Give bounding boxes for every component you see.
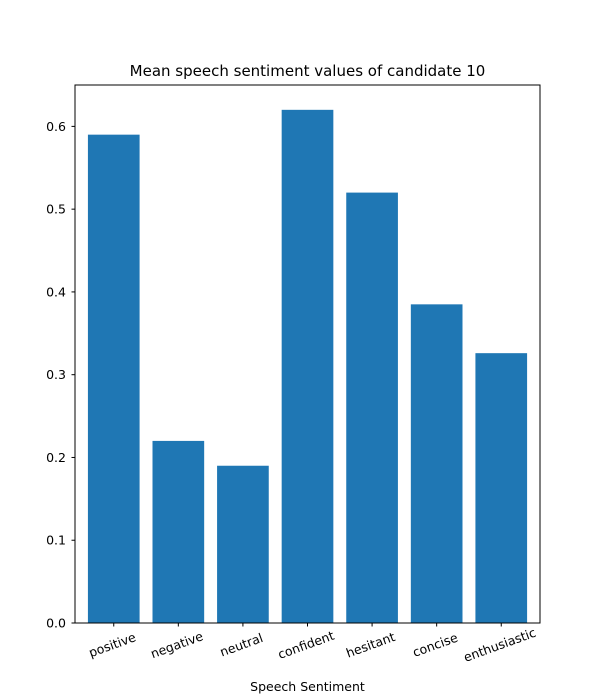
x-axis: positive negative neutral confident hesitant… — [87, 623, 538, 665]
x-tick-label-concise: concise — [410, 630, 460, 660]
x-tick-label-enthusiastic: enthusiastic — [462, 625, 538, 665]
bar-hesitant — [346, 192, 398, 623]
y-tick-label: 0.2 — [46, 450, 66, 465]
chart-title: Mean speech sentiment values of candidat… — [130, 62, 486, 80]
y-tick-label: 0.1 — [46, 533, 66, 548]
y-tick-label: 0.4 — [46, 284, 66, 299]
bar-confident — [281, 109, 334, 623]
bar-neutral — [217, 465, 269, 623]
x-tick-label-negative: negative — [149, 628, 206, 661]
y-tick-label: 0.3 — [46, 367, 66, 382]
y-tick-label: 0.0 — [46, 616, 66, 631]
bar-concise — [410, 304, 463, 623]
bar-negative — [152, 440, 205, 623]
y-axis: 0.0 0.1 0.2 0.3 0.4 0.5 0.6 — [46, 119, 75, 631]
x-tick-label-positive: positive — [87, 629, 138, 660]
x-tick-label-hesitant: hesitant — [344, 629, 397, 661]
x-axis-label: Speech Sentiment — [250, 679, 365, 694]
bar-positive — [87, 134, 140, 623]
y-tick-label: 0.5 — [46, 202, 66, 217]
x-tick-label-confident: confident — [276, 628, 336, 662]
bars-group — [87, 109, 528, 623]
x-tick-label-neutral: neutral — [218, 630, 265, 659]
bar-enthusiastic — [475, 353, 528, 623]
y-tick-label: 0.6 — [46, 119, 66, 134]
